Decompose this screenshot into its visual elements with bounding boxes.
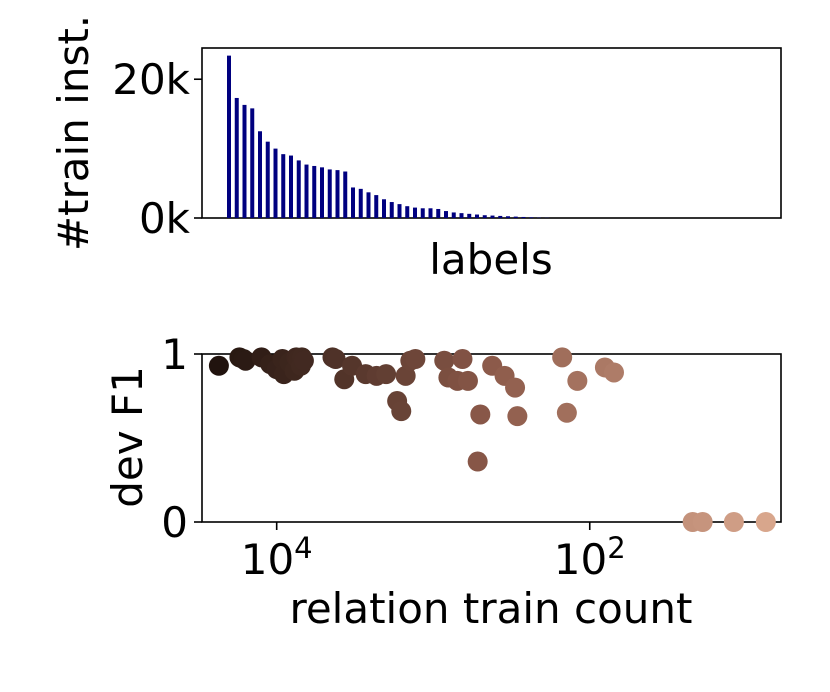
scatter-point [325, 349, 346, 370]
scatter-point [405, 349, 426, 370]
bar [374, 195, 379, 218]
bar [436, 208, 441, 218]
bar [327, 169, 332, 218]
bar [482, 215, 487, 218]
bar-y-axis-label: #train inst. [49, 15, 98, 251]
scatter-chart: 01 104 102 relation train count dev F1 [103, 330, 782, 633]
bar [366, 192, 371, 218]
bar [343, 171, 348, 218]
scatter-point [603, 362, 624, 383]
scatter-marks [208, 347, 776, 532]
scatter-plot-frame [201, 353, 782, 523]
bar [273, 148, 278, 218]
bar [490, 215, 495, 218]
bar [420, 208, 425, 218]
bar [428, 208, 433, 218]
scatter-point [395, 365, 416, 386]
scatter-point [755, 512, 776, 532]
bar [405, 206, 410, 218]
x-tick-label: 102 [554, 531, 626, 584]
bar-x-axis-label: labels [429, 235, 552, 284]
scatter-point [434, 350, 455, 371]
y-tick-label: 1 [161, 330, 188, 379]
bar [242, 104, 247, 218]
scatter-point [552, 347, 573, 368]
scatter-point [692, 512, 713, 532]
scatter-y-ticks: 01 [161, 330, 202, 547]
bar [382, 199, 386, 218]
scatter-point [467, 451, 488, 472]
scatter-point [208, 355, 229, 376]
bar [304, 164, 309, 218]
bar [389, 202, 394, 218]
bar-y-ticks: 0k 20k [112, 55, 202, 243]
bar [451, 212, 456, 218]
scatter-x-axis-label: relation train count [290, 584, 693, 633]
bar [258, 131, 262, 218]
bar [281, 154, 286, 218]
scatter-point [567, 370, 588, 391]
bar [459, 213, 464, 218]
y-tick-label: 20k [112, 55, 190, 104]
scatter-point [457, 370, 478, 391]
bar [467, 213, 472, 218]
bar-plot-frame [201, 47, 782, 219]
bar [529, 217, 534, 218]
bar [335, 170, 340, 218]
bar [227, 55, 231, 218]
scatter-point [452, 349, 473, 370]
bar [521, 216, 526, 218]
bar-marks [227, 55, 549, 218]
bar [397, 204, 402, 218]
bar [312, 165, 317, 218]
y-tick-label: 0k [139, 194, 191, 243]
bar [234, 97, 239, 218]
bar [265, 141, 270, 218]
scatter-point [507, 406, 528, 427]
bar [358, 188, 363, 218]
bar [320, 167, 324, 218]
scatter-point [505, 377, 526, 398]
scatter-point [391, 401, 412, 422]
bar [444, 211, 448, 218]
bar [413, 207, 417, 218]
bar [498, 215, 503, 218]
bar [513, 216, 518, 218]
bar [506, 216, 510, 218]
scatter-y-axis-label: dev F1 [103, 366, 152, 508]
scatter-point [235, 350, 256, 371]
bar-chart: 0k 20k labels #train inst. [49, 15, 782, 284]
scatter-x-ticks: 104 102 [241, 522, 626, 584]
scatter-point [376, 364, 397, 385]
bar [296, 160, 301, 218]
y-tick-label: 0 [161, 498, 188, 547]
x-tick-label: 104 [241, 531, 313, 584]
bar [351, 187, 355, 218]
scatter-point [293, 350, 314, 371]
scatter-point [556, 402, 577, 423]
scatter-point [470, 404, 491, 425]
bar [475, 214, 479, 218]
bar [289, 155, 293, 218]
scatter-point [723, 512, 744, 532]
bar [250, 108, 255, 218]
